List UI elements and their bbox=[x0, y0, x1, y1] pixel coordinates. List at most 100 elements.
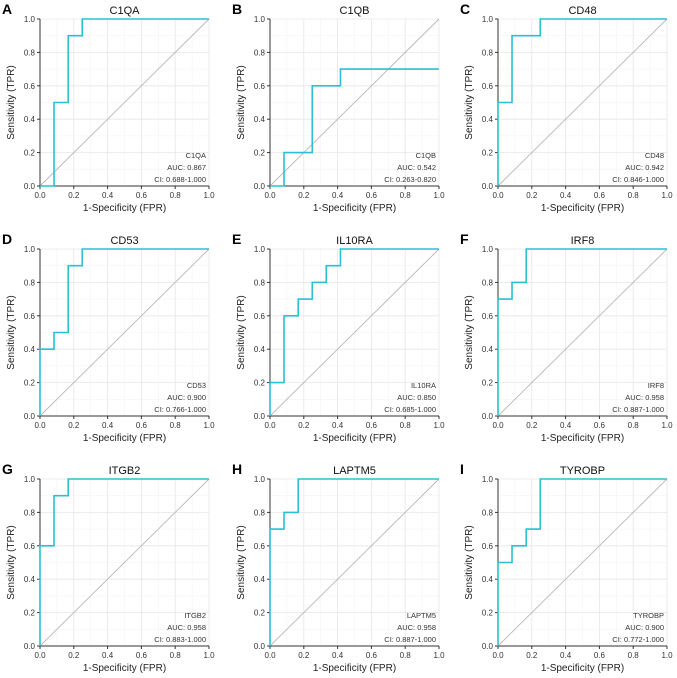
panel-letter: F bbox=[460, 231, 469, 247]
x-axis-title: 1-Specificity (FPR) bbox=[313, 433, 396, 444]
y-tick-label: 1.0 bbox=[254, 15, 266, 24]
x-tick-label: 0.2 bbox=[298, 421, 310, 430]
annotation-auc: AUC: 0.867 bbox=[167, 163, 206, 172]
roc-panel-c1qb: 0.0 0.2 0.4 0.6 0.8 1.0 0.0 0.2 0.4 0.6 0.8 1.0 C1QB… bbox=[232, 1, 445, 214]
x-tick-label: 0.8 bbox=[400, 421, 412, 430]
panel-letter: B bbox=[232, 1, 242, 17]
y-axis-title: Sensitivity (TPR) bbox=[464, 525, 475, 599]
x-tick-label: 0.6 bbox=[366, 191, 378, 200]
y-tick-label: 0.0 bbox=[482, 642, 494, 651]
y-tick-label: 0.0 bbox=[24, 412, 36, 421]
y-tick-label: 0.4 bbox=[482, 115, 494, 124]
y-tick-label: 0.0 bbox=[24, 182, 36, 191]
y-tick-label: 0.2 bbox=[24, 149, 36, 158]
x-tick-label: 0.4 bbox=[102, 421, 114, 430]
x-tick-label: 0.6 bbox=[594, 421, 606, 430]
annotation-name: IRF8 bbox=[648, 381, 664, 390]
x-tick-label: 0.4 bbox=[332, 651, 344, 660]
panel-title: CD48 bbox=[568, 5, 596, 17]
x-tick-label: 0.2 bbox=[526, 651, 538, 660]
y-tick-label: 0.6 bbox=[24, 542, 36, 551]
y-tick-label: 0.2 bbox=[482, 379, 494, 388]
annotation-ci: CI: 0.887-1.000 bbox=[612, 405, 664, 414]
x-axis-title: 1-Specificity (FPR) bbox=[83, 203, 166, 214]
x-axis-title: 1-Specificity (FPR) bbox=[83, 663, 166, 674]
x-tick-label: 1.0 bbox=[203, 651, 215, 660]
y-tick-label: 0.4 bbox=[254, 115, 266, 124]
annotation-name: CD48 bbox=[645, 151, 664, 160]
y-axis-title: Sensitivity (TPR) bbox=[6, 525, 17, 599]
panel-title: IL10RA bbox=[336, 235, 373, 247]
x-tick-label: 0.2 bbox=[68, 421, 80, 430]
y-tick-label: 0.0 bbox=[24, 642, 36, 651]
x-axis-title: 1-Specificity (FPR) bbox=[541, 203, 624, 214]
y-tick-label: 0.6 bbox=[254, 542, 266, 551]
y-tick-label: 0.6 bbox=[482, 82, 494, 91]
x-tick-label: 1.0 bbox=[433, 651, 445, 660]
panel-letter: H bbox=[232, 461, 242, 477]
y-tick-label: 0.2 bbox=[254, 609, 266, 618]
y-tick-label: 0.4 bbox=[482, 345, 494, 354]
x-tick-label: 0.0 bbox=[34, 421, 46, 430]
panel-title: CD53 bbox=[110, 235, 138, 247]
y-tick-label: 0.8 bbox=[24, 48, 36, 57]
x-tick-label: 0.4 bbox=[560, 421, 572, 430]
annotation-auc: AUC: 0.850 bbox=[397, 393, 436, 402]
panel-letter: A bbox=[2, 1, 12, 17]
x-tick-label: 0.8 bbox=[170, 651, 182, 660]
annotation-auc: AUC: 0.958 bbox=[625, 393, 664, 402]
y-tick-label: 0.6 bbox=[24, 82, 36, 91]
x-tick-label: 0.8 bbox=[170, 421, 182, 430]
annotation-auc: AUC: 0.900 bbox=[625, 623, 664, 632]
x-tick-label: 0.8 bbox=[628, 651, 640, 660]
x-tick-label: 1.0 bbox=[203, 191, 215, 200]
roc-panel-laptm5: 0.0 0.2 0.4 0.6 0.8 1.00.00.20.40.60.81.0LAPT… bbox=[232, 461, 445, 674]
annotation-name: C1QA bbox=[186, 151, 206, 160]
x-tick-label: 0.8 bbox=[400, 651, 412, 660]
x-tick-label: 0.0 bbox=[34, 651, 46, 660]
x-tick-label: 1.0 bbox=[433, 421, 445, 430]
panel-title: C1QA bbox=[110, 5, 141, 17]
x-tick-label: 0.6 bbox=[594, 191, 606, 200]
panel-title: TYROBP bbox=[560, 465, 605, 477]
annotation-name: C1QB bbox=[416, 151, 436, 160]
panel-title: LAPTM5 bbox=[333, 465, 376, 477]
panel-letter: E bbox=[232, 231, 241, 247]
annotation-name: IL10RA bbox=[411, 381, 436, 390]
x-tick-label: 0.0 bbox=[264, 191, 276, 200]
y-tick-label: 0.2 bbox=[254, 149, 266, 158]
annotation-auc: AUC: 0.900 bbox=[167, 393, 206, 402]
annotation-name: ITGB2 bbox=[184, 611, 206, 620]
roc-panel-cd48: 0.0 0.2 0.4 0.6 0.8 1.0 0.0 0.2 0.4 0.6 0.8 1.0 CD48… bbox=[460, 1, 673, 214]
x-tick-label: 0.0 bbox=[34, 191, 46, 200]
x-tick-label: 0.2 bbox=[298, 191, 310, 200]
y-tick-label: 0.8 bbox=[254, 508, 266, 517]
x-axis-title: 1-Specificity (FPR) bbox=[313, 203, 396, 214]
x-tick-label: 0.4 bbox=[560, 651, 572, 660]
annotation-ci: CI: 0.263-0.820 bbox=[384, 175, 436, 184]
y-tick-label: 0.2 bbox=[24, 609, 36, 618]
y-tick-label: 0.8 bbox=[24, 278, 36, 287]
x-tick-label: 0.2 bbox=[526, 421, 538, 430]
y-tick-label: 0.0 bbox=[482, 412, 494, 421]
y-tick-label: 0.2 bbox=[24, 379, 36, 388]
x-tick-label: 0.6 bbox=[366, 421, 378, 430]
y-axis-title: Sensitivity (TPR) bbox=[464, 65, 475, 139]
annotation-ci: CI: 0.883-1.000 bbox=[154, 635, 206, 644]
y-axis-title: Sensitivity (TPR) bbox=[236, 525, 247, 599]
y-tick-label: 0.4 bbox=[24, 575, 36, 584]
y-tick-label: 0.4 bbox=[24, 115, 36, 124]
y-tick-label: 1.0 bbox=[254, 475, 266, 484]
annotation-ci: CI: 0.685-1.000 bbox=[384, 405, 436, 414]
x-tick-label: 0.0 bbox=[264, 651, 276, 660]
y-tick-label: 0.0 bbox=[254, 182, 266, 191]
x-tick-label: 0.4 bbox=[560, 191, 572, 200]
y-tick-label: 0.4 bbox=[254, 345, 266, 354]
y-tick-label: 1.0 bbox=[482, 15, 494, 24]
y-tick-label: 1.0 bbox=[24, 15, 36, 24]
y-tick-label: 0.0 bbox=[254, 642, 266, 651]
y-tick-label: 1.0 bbox=[254, 245, 266, 254]
annotation-name: TYROBP bbox=[633, 611, 664, 620]
y-tick-label: 0.6 bbox=[24, 312, 36, 321]
annotation-name: CD53 bbox=[187, 381, 206, 390]
